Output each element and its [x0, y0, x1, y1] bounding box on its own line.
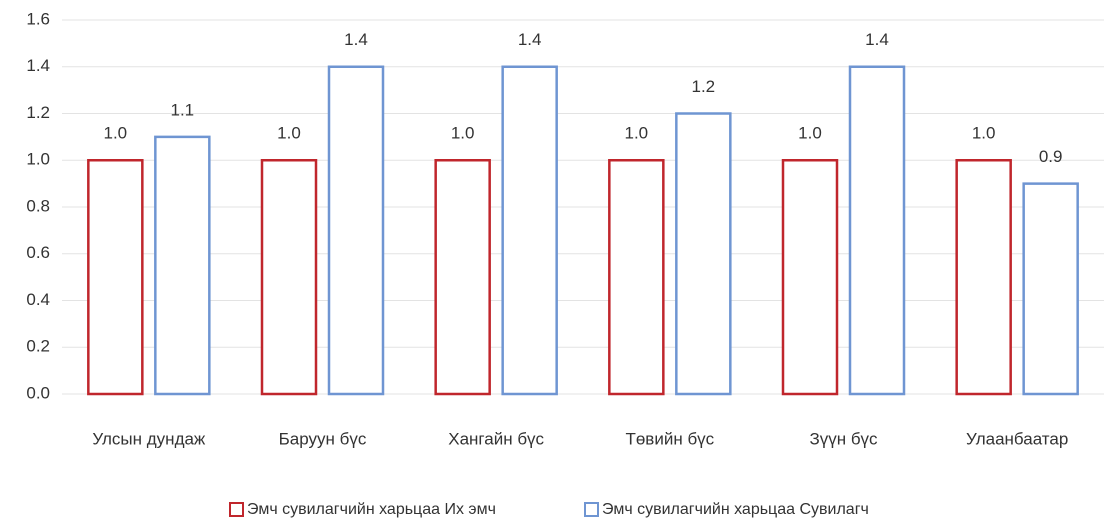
x-tick-label: Баруун бүс: [279, 429, 367, 448]
bar: [327, 65, 385, 396]
y-tick-label: 0.8: [26, 196, 50, 215]
data-label: 0.9: [1039, 147, 1063, 166]
legend-swatch: [584, 502, 599, 517]
legend-label: Эмч сувилагчийн харьцаа Сувилагч: [602, 501, 869, 518]
x-tick-label: Улсын дундаж: [92, 429, 206, 448]
y-tick-label: 0.2: [26, 337, 50, 356]
data-label: 1.0: [277, 124, 301, 143]
bar: [955, 159, 1012, 396]
y-tick-label: 0.4: [26, 290, 50, 309]
y-tick-label: 0.0: [26, 383, 50, 402]
data-label: 1.0: [972, 124, 996, 143]
y-tick-label: 1.0: [26, 150, 50, 169]
data-label: 1.1: [171, 100, 195, 119]
bar: [501, 65, 558, 396]
legend-swatch: [229, 502, 244, 517]
legend-label: Эмч сувилагчийн харьцаа Их эмч: [247, 501, 496, 518]
bar: [848, 65, 906, 396]
data-label: 1.4: [518, 30, 542, 49]
data-label: 1.2: [692, 77, 716, 96]
data-label: 1.0: [104, 124, 128, 143]
data-label: 1.4: [344, 30, 368, 49]
bar: [675, 112, 732, 396]
bar: [781, 159, 839, 396]
bar: [87, 159, 144, 396]
x-tick-label: Зүүн бүс: [809, 429, 878, 448]
x-tick-label: Улаанбаатар: [966, 429, 1068, 448]
y-tick-label: 0.6: [26, 243, 50, 262]
x-tick-label: Хангайн бүс: [448, 429, 544, 448]
bar: [1022, 182, 1079, 396]
data-label: 1.4: [865, 30, 889, 49]
bar: [608, 159, 665, 396]
y-tick-label: 1.4: [26, 56, 50, 75]
y-tick-label: 1.6: [26, 9, 50, 28]
data-label: 1.0: [451, 124, 475, 143]
data-label: 1.0: [798, 124, 822, 143]
bar: [434, 159, 491, 396]
x-tick-label: Төвийн бүс: [625, 429, 714, 448]
data-label: 1.0: [625, 124, 649, 143]
bar: [260, 159, 318, 396]
bar: [154, 135, 211, 396]
y-tick-label: 1.2: [26, 103, 50, 122]
